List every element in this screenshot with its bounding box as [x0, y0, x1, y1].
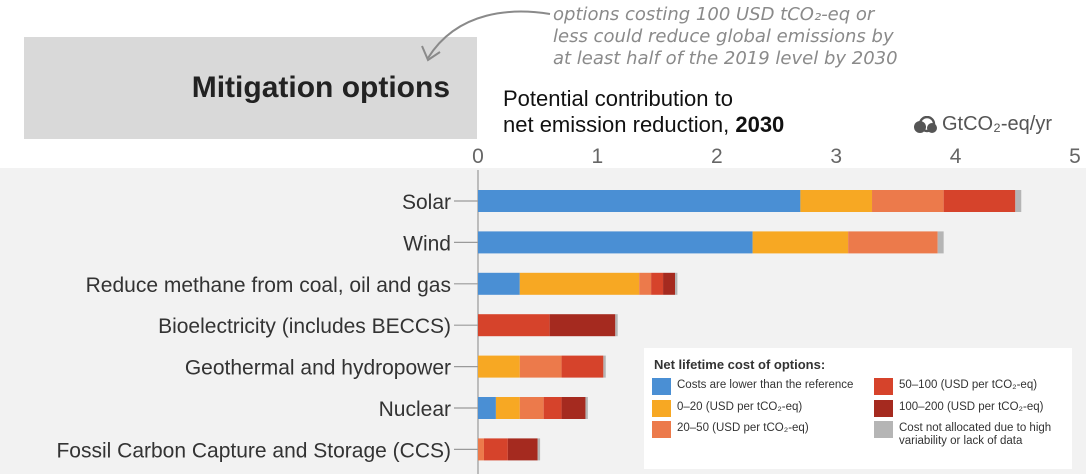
bar-segment — [537, 438, 541, 461]
bar-segment — [663, 272, 676, 295]
category-label: Wind — [403, 232, 451, 255]
bar-segment — [937, 231, 944, 254]
x-tick-label: 2 — [711, 145, 723, 168]
category-label: Solar — [402, 191, 451, 214]
category-label: Nuclear — [379, 398, 451, 421]
bar-segment — [675, 272, 678, 295]
bar-segment — [519, 397, 544, 419]
legend: Net lifetime cost of options: Costs are … — [644, 348, 1072, 469]
category-label: Fossil Carbon Capture and Storage (CCS) — [56, 439, 451, 462]
legend-label-100-200: 100–200 (USD per tCO₂-eq) — [899, 401, 1044, 413]
legend-swatch-not-allocated — [874, 421, 893, 438]
category-label: Reduce methane from coal, oil and gas — [86, 274, 451, 297]
bar-segment — [1015, 190, 1022, 212]
bar-segment — [519, 355, 562, 378]
page-title: Mitigation options — [191, 71, 450, 104]
bar-segment — [543, 397, 562, 419]
subtitle-year: 2030 — [735, 112, 785, 137]
legend-swatch-50-100 — [874, 378, 893, 395]
bar-segment — [549, 314, 616, 337]
legend-label-lower: Costs are lower than the reference — [677, 379, 854, 391]
chart-subtitle: Potential contribution to net emission r… — [503, 86, 784, 138]
bar-segment — [495, 397, 520, 419]
legend-item-20-50: 20–50 (USD per tCO₂-eq) — [652, 421, 809, 438]
legend-label-50-100: 50–100 (USD per tCO₂-eq) — [899, 379, 1038, 391]
legend-label-20-50: 20–50 (USD per tCO₂-eq) — [677, 422, 809, 434]
annotation-line-1: options costing 100 USD tCO₂-eq or — [553, 4, 875, 25]
annotation-line-2: less could reduce global emissions by — [553, 26, 894, 47]
legend-label-0-20: 0–20 (USD per tCO₂-eq) — [677, 401, 803, 413]
bar-segment — [561, 355, 604, 378]
bar-segment — [478, 314, 550, 337]
bar-segment — [478, 231, 753, 254]
bar-segment — [872, 190, 944, 212]
category-label: Bioelectricity (includes BECCS) — [158, 315, 451, 338]
x-tick-label: 0 — [472, 145, 484, 168]
unit-label: GtCO₂-eq/yr — [912, 113, 1052, 136]
x-tick-label: 1 — [592, 145, 604, 168]
bar-segment — [478, 355, 520, 378]
bar-segment — [478, 272, 520, 295]
annotation-line-3: at least half of the 2019 level by 2030 — [553, 48, 898, 69]
legend-item-not-allocated: Cost not allocated due to high variabili… — [874, 421, 1064, 448]
unit-text: GtCO₂-eq/yr — [942, 113, 1052, 135]
bar-segment — [585, 397, 588, 419]
x-tick-label: 5 — [1069, 145, 1081, 168]
bar-segment — [478, 190, 801, 212]
legend-swatch-lower — [652, 378, 671, 395]
legend-title: Net lifetime cost of options: — [654, 357, 826, 372]
legend-item-100-200: 100–200 (USD per tCO₂-eq) — [874, 400, 1043, 417]
legend-item-50-100: 50–100 (USD per tCO₂-eq) — [874, 378, 1037, 395]
subtitle-line-2-text: net emission reduction, — [503, 112, 736, 137]
legend-swatch-0-20 — [652, 400, 671, 417]
bar-segment — [752, 231, 849, 254]
title-box: Mitigation options — [24, 37, 477, 139]
legend-swatch-100-200 — [874, 400, 893, 417]
bar-segment — [483, 438, 508, 461]
subtitle-line-2: net emission reduction, 2030 — [503, 112, 784, 138]
bar-segment — [639, 272, 652, 295]
cloud-icon — [914, 115, 937, 133]
bar-segment — [519, 272, 640, 295]
bar-segment — [507, 438, 538, 461]
legend-item-lower: Costs are lower than the reference — [652, 378, 853, 395]
annotation-text: options costing 100 USD tCO₂-eq or less … — [553, 4, 1073, 70]
bar-segment — [478, 397, 496, 419]
bar-segment — [800, 190, 873, 212]
bar-segment — [848, 231, 938, 254]
legend-swatch-20-50 — [652, 421, 671, 438]
annotation-arrow — [421, 10, 551, 62]
bar-segment — [561, 397, 586, 419]
x-tick-label: 4 — [950, 145, 962, 168]
subtitle-line-1: Potential contribution to — [503, 86, 733, 111]
legend-item-0-20: 0–20 (USD per tCO₂-eq) — [652, 400, 802, 417]
bar-segment — [478, 438, 484, 461]
bar-segment — [615, 314, 618, 337]
x-tick-label: 3 — [830, 145, 842, 168]
legend-label-not-allocated: Cost not allocated due to high variabili… — [899, 422, 1052, 447]
bar-segment — [943, 190, 1016, 212]
bar-segment — [603, 355, 606, 378]
bar-segment — [651, 272, 664, 295]
category-label: Geothermal and hydropower — [185, 357, 451, 380]
